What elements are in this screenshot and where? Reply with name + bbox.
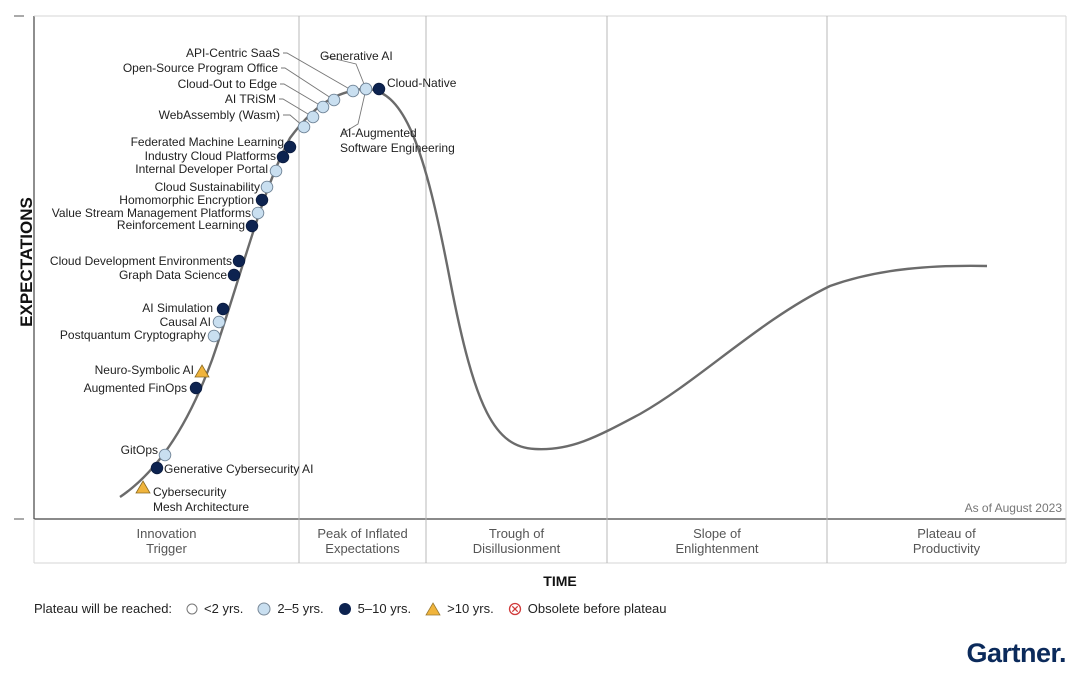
- technology-marker: [150, 461, 164, 475]
- technology-marker: [251, 206, 265, 220]
- technology-label: WebAssembly (Wasm): [159, 108, 280, 122]
- technology-marker: [327, 93, 341, 107]
- legend-item-gt10: >10 yrs.: [425, 601, 494, 616]
- technology-label: Federated Machine Learning: [131, 135, 284, 149]
- circle-light-icon: [257, 602, 271, 615]
- technology-marker: [276, 150, 290, 164]
- legend-item-obsolete: Obsolete before plateau: [508, 601, 667, 616]
- legend-label: 5–10 yrs.: [357, 601, 412, 616]
- technology-label: Postquantum Cryptography: [60, 328, 206, 342]
- hype-cycle-curve: [119, 87, 988, 498]
- triangle-icon: [425, 601, 441, 615]
- legend-label: <2 yrs.: [204, 601, 244, 616]
- technology-label: API-Centric SaaS: [186, 46, 280, 60]
- technology-label: Graph Data Science: [119, 268, 227, 282]
- technology-marker: [227, 268, 241, 282]
- phase-label: Trough of Disillusionment: [473, 526, 561, 556]
- phase-label: Plateau of Productivity: [913, 526, 981, 556]
- technology-marker: [245, 219, 259, 233]
- technology-marker: [207, 329, 221, 343]
- technology-label: Industry Cloud Platforms: [145, 149, 276, 163]
- technology-marker: [269, 164, 283, 178]
- legend-item-lt2: <2 yrs.: [186, 601, 243, 616]
- legend-title: Plateau will be reached:: [34, 601, 173, 616]
- leader-line: [283, 52, 354, 92]
- technology-label: Internal Developer Portal: [135, 162, 268, 176]
- legend: Plateau will be reached: <2 yrs. 2–5 yrs…: [34, 601, 667, 616]
- hype-cycle-chart: Innovation Trigger Peak of Inflated Expecta…: [14, 15, 1067, 589]
- x-axis-title: TIME: [543, 573, 576, 589]
- phase-label: Slope of Enlightenment: [675, 526, 758, 556]
- technology-marker: [283, 140, 297, 154]
- technology-label: Reinforcement Learning: [117, 218, 245, 232]
- technology-label: GitOps: [121, 443, 158, 457]
- leader-line: [279, 98, 314, 118]
- gartner-logo: Gartner.: [966, 638, 1066, 668]
- leader-line: [281, 67, 335, 101]
- technology-marker: [216, 302, 230, 316]
- as-of-annotation: As of August 2023: [965, 501, 1063, 515]
- circle-dark-icon: [338, 602, 351, 615]
- technology-marker: [232, 254, 246, 268]
- legend-item-2to5: 2–5 yrs.: [257, 601, 324, 616]
- technology-marker: [260, 180, 274, 194]
- technology-marker: [316, 100, 330, 114]
- technology-label: AI TRiSM: [225, 92, 276, 106]
- technology-label: Open-Source Program Office: [123, 61, 279, 75]
- technology-label: Augmented FinOps: [84, 381, 187, 395]
- legend-item-5to10: 5–10 yrs.: [338, 601, 411, 616]
- technology-label: Value Stream Management Platforms: [52, 206, 251, 220]
- technology-marker: [158, 448, 172, 462]
- technology-label: Causal AI: [160, 315, 211, 329]
- technology-label: Generative Cybersecurity AI: [164, 462, 313, 476]
- leader-line: [342, 88, 367, 134]
- legend-label: Obsolete before plateau: [527, 601, 667, 616]
- technology-label: Generative AI: [320, 49, 393, 63]
- phase-label: Innovation Trigger: [137, 526, 197, 556]
- leader-line: [322, 55, 367, 90]
- technology-label: AI-Augmented Software Engineering: [340, 126, 455, 155]
- technology-label: Cloud-Out to Edge: [178, 77, 278, 91]
- technology-label: Homomorphic Encryption: [119, 193, 254, 207]
- technology-marker: [135, 480, 151, 494]
- technology-label: AI Simulation: [142, 301, 213, 315]
- leader-line: [280, 83, 324, 108]
- technology-marker: [189, 381, 203, 395]
- technology-label: Cloud-Native: [387, 76, 457, 90]
- technology-label: Cloud Development Environments: [50, 254, 232, 268]
- technology-label: Cloud Sustainability: [155, 180, 260, 194]
- legend-label: >10 yrs.: [447, 601, 494, 616]
- phase-label: Peak of Inflated Expectations: [317, 526, 407, 556]
- technology-marker: [194, 364, 210, 378]
- obsolete-x-icon: [508, 602, 521, 615]
- technology-marker: [212, 315, 226, 329]
- technology-label: Neuro-Symbolic AI: [95, 363, 194, 377]
- technology-marker: [297, 120, 311, 134]
- circle-open-icon: [186, 603, 198, 614]
- y-axis-title: EXPECTATIONS: [17, 197, 36, 327]
- technology-marker: [359, 82, 373, 96]
- technology-marker: [346, 84, 360, 98]
- technology-label: Cybersecurity Mesh Architecture: [153, 485, 249, 514]
- legend-label: 2–5 yrs.: [277, 601, 324, 616]
- technology-marker: [306, 110, 320, 124]
- technology-marker: [372, 82, 386, 96]
- technology-marker: [255, 193, 269, 207]
